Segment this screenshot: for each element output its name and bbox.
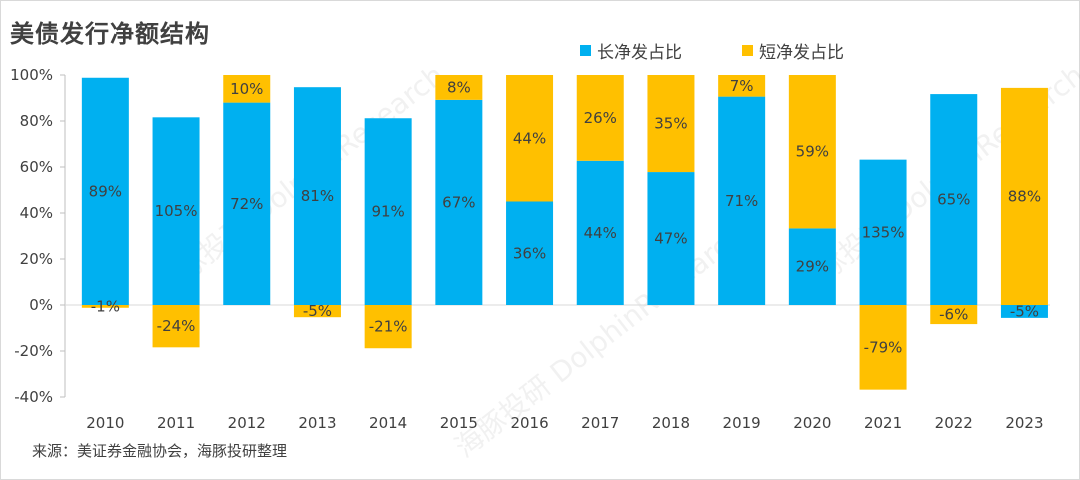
bar-segment-long-2020 bbox=[788, 228, 836, 305]
x-tick-label: 2020 bbox=[793, 414, 831, 432]
y-tick-label: -20% bbox=[14, 342, 53, 360]
legend-label-long: 长净发占比 bbox=[597, 43, 682, 63]
data-label-short-2012: 10% bbox=[230, 80, 263, 98]
data-label-long-2020: 29% bbox=[796, 258, 829, 276]
bar-segment-long-2010 bbox=[81, 77, 129, 305]
bar-segment-short-2012 bbox=[223, 75, 271, 103]
x-tick-label: 2022 bbox=[935, 414, 973, 432]
chart-title: 美债发行净额结构 bbox=[10, 20, 210, 48]
y-tick-label: 80% bbox=[20, 112, 53, 130]
data-label-long-2012: 72% bbox=[230, 195, 263, 213]
x-tick-label: 2016 bbox=[510, 414, 548, 432]
y-tick-label: 100% bbox=[10, 66, 53, 84]
data-label-long-2010: 89% bbox=[89, 182, 122, 200]
data-label-short-2023: 88% bbox=[1008, 187, 1041, 205]
x-tick-label: 2015 bbox=[440, 414, 478, 432]
x-tick-label: 2013 bbox=[298, 414, 336, 432]
bar-segment-short-2021 bbox=[859, 305, 907, 390]
x-tick-label: 2023 bbox=[1005, 414, 1043, 432]
data-label-short-2014: -21% bbox=[369, 318, 408, 336]
y-tick-label: -40% bbox=[14, 388, 53, 406]
data-label-long-2017: 44% bbox=[584, 224, 617, 242]
data-label-short-2021: -79% bbox=[864, 338, 903, 356]
data-label-short-2020: 59% bbox=[796, 143, 829, 161]
data-label-long-2015: 67% bbox=[442, 193, 475, 211]
bar-segment-short-2016 bbox=[506, 75, 554, 202]
bar-segment-short-2015 bbox=[435, 75, 483, 100]
x-tick-label: 2010 bbox=[86, 414, 124, 432]
bar-segment-long-2013 bbox=[293, 87, 341, 305]
bar-segment-short-2019 bbox=[718, 75, 766, 97]
bar-segment-long-2012 bbox=[223, 102, 271, 305]
legend-swatch-long bbox=[580, 45, 591, 56]
bar-segment-long-2016 bbox=[506, 201, 554, 305]
y-tick-label: 60% bbox=[20, 158, 53, 176]
y-tick-label: 0% bbox=[29, 296, 53, 314]
data-label-long-2022: 65% bbox=[937, 191, 970, 209]
x-tick-label: 2011 bbox=[157, 414, 195, 432]
data-label-short-2019: 7% bbox=[730, 77, 754, 95]
data-label-long-2014: 91% bbox=[371, 203, 404, 221]
legend-item-long: 长净发占比 bbox=[580, 38, 682, 63]
data-label-long-2023: -5% bbox=[1010, 302, 1039, 320]
data-label-long-2019: 71% bbox=[725, 192, 758, 210]
legend-label-short: 短净发占比 bbox=[759, 43, 844, 63]
x-tick-label: 2014 bbox=[369, 414, 407, 432]
x-tick-label: 2018 bbox=[652, 414, 690, 432]
data-label-short-2018: 35% bbox=[654, 115, 687, 133]
bar-segment-short-2017 bbox=[576, 75, 624, 161]
data-label-long-2016: 36% bbox=[513, 244, 546, 262]
bar-segment-long-2022 bbox=[930, 94, 978, 305]
x-tick-label: 2017 bbox=[581, 414, 619, 432]
x-tick-label: 2019 bbox=[723, 414, 761, 432]
data-label-short-2010: -1% bbox=[91, 297, 120, 315]
y-tick-label: 40% bbox=[20, 204, 53, 222]
legend-swatch-short bbox=[742, 45, 753, 56]
data-label-long-2011: 105% bbox=[155, 202, 198, 220]
data-label-long-2018: 47% bbox=[654, 230, 687, 248]
bar-segment-long-2017 bbox=[576, 160, 624, 305]
bar-segment-long-2011 bbox=[152, 117, 200, 305]
source-note: 来源：美证券金融协会，海豚投研整理 bbox=[32, 442, 288, 460]
bar-segment-short-2022 bbox=[930, 305, 978, 325]
y-tick-label: 20% bbox=[20, 250, 53, 268]
bar-segment-long-2018 bbox=[647, 172, 695, 305]
legend-item-short: 短净发占比 bbox=[742, 38, 844, 63]
data-label-short-2016: 44% bbox=[513, 129, 546, 147]
bar-segment-long-2014 bbox=[364, 118, 412, 306]
data-label-short-2022: -6% bbox=[939, 306, 968, 324]
bar-segment-short-2020 bbox=[788, 75, 836, 229]
bar-segment-short-2014 bbox=[364, 305, 412, 349]
bar-segment-short-2013 bbox=[293, 305, 341, 318]
bar-segment-long-2015 bbox=[435, 99, 483, 305]
bar-segment-short-2010 bbox=[81, 305, 129, 308]
legend: 长净发占比 短净发占比 bbox=[580, 38, 844, 63]
data-label-short-2017: 26% bbox=[584, 109, 617, 127]
bar-segment-short-2023 bbox=[1000, 87, 1048, 305]
data-label-short-2015: 8% bbox=[447, 78, 471, 96]
bar-segment-long-2021 bbox=[859, 159, 907, 305]
x-tick-label: 2012 bbox=[228, 414, 266, 432]
bar-segment-short-2018 bbox=[647, 75, 695, 173]
data-label-long-2021: 135% bbox=[862, 223, 905, 241]
x-tick-label: 2021 bbox=[864, 414, 902, 432]
data-label-short-2013: -5% bbox=[303, 302, 332, 320]
bar-segment-short-2011 bbox=[152, 305, 200, 348]
bar-segment-long-2019 bbox=[718, 96, 766, 306]
data-label-long-2013: 81% bbox=[301, 187, 334, 205]
data-label-short-2011: -24% bbox=[157, 317, 196, 335]
bar-segment-long-2023 bbox=[1000, 305, 1048, 318]
